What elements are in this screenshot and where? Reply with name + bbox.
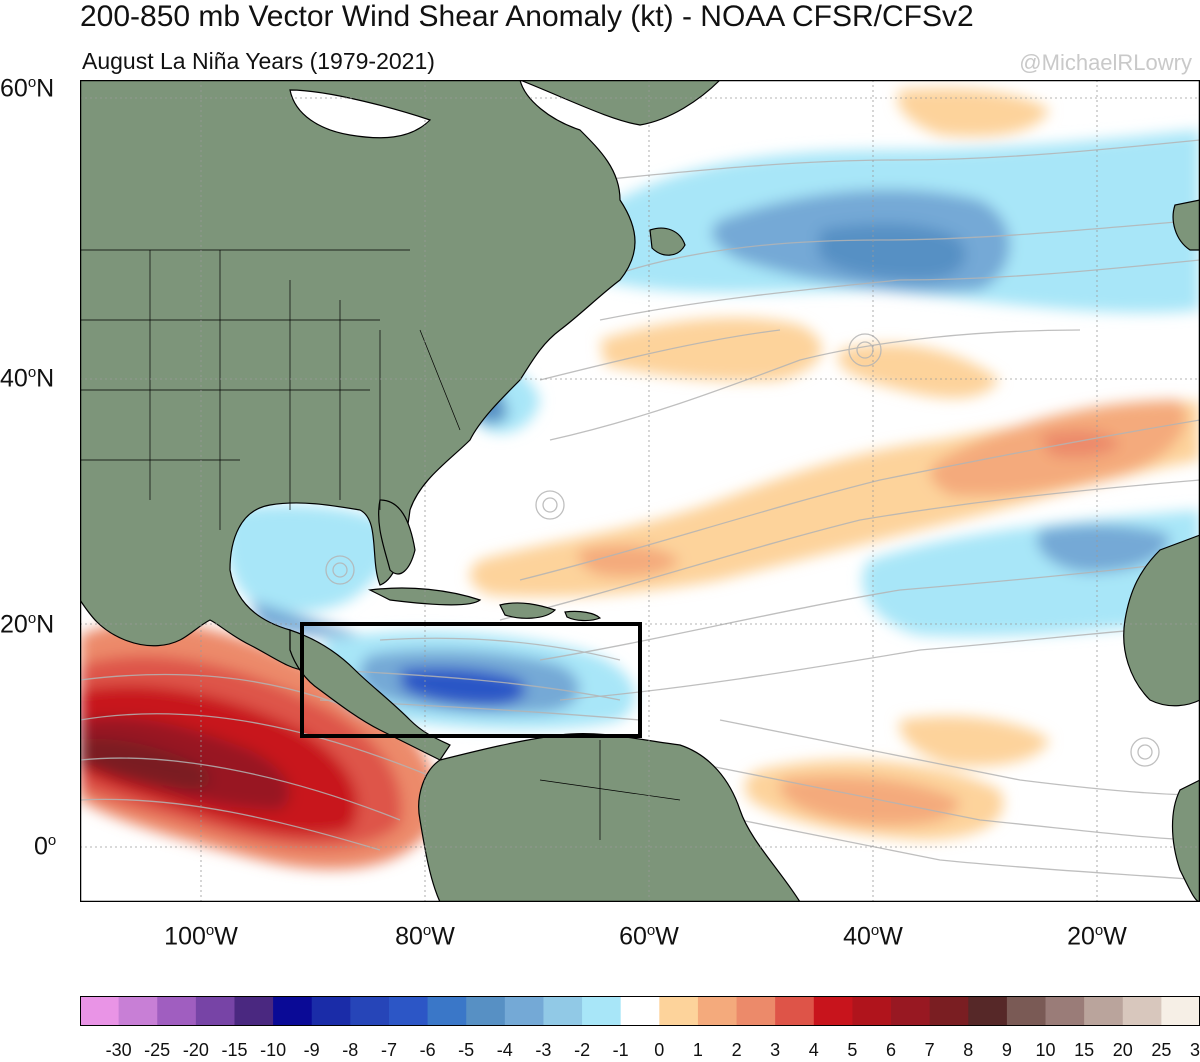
- lon-label-60w: 60oW: [619, 922, 679, 951]
- lat-label-60n: 60oN: [0, 74, 55, 103]
- shear-anomaly-map: [80, 80, 1200, 902]
- colorbar-swatch: [582, 996, 622, 1026]
- colorbar-tick-label: 1: [692, 1040, 703, 1060]
- colorbar-tick-label: 30: [1189, 1040, 1200, 1060]
- colorbar-swatch: [697, 996, 738, 1026]
- lat-label-20n: 20oN: [0, 610, 55, 639]
- colorbar-swatch: [775, 996, 815, 1026]
- colorbar-tick-label: -9: [303, 1040, 320, 1060]
- colorbar-swatch: [891, 996, 931, 1026]
- colorbar-tick-label: -8: [342, 1040, 359, 1060]
- colorbar-tick-label: 10: [1035, 1040, 1056, 1060]
- colorbar-tick-label: 3: [770, 1040, 781, 1060]
- map-subtitle: August La Niña Years (1979-2021): [82, 48, 435, 74]
- colorbar-swatch: [543, 996, 583, 1026]
- colorbar-swatch: [1006, 996, 1047, 1026]
- colorbar-tick-label: -10: [260, 1040, 287, 1060]
- map-title: 200-850 mb Vector Wind Shear Anomaly (kt…: [80, 0, 974, 33]
- colorbar-swatch: [736, 996, 776, 1026]
- colorbar-swatch: [118, 996, 158, 1026]
- colorbar-tick-label: -7: [380, 1040, 398, 1060]
- colorbar-swatch: [273, 996, 313, 1026]
- colorbar-swatch: [620, 996, 660, 1026]
- colorbar-swatch: [1161, 996, 1200, 1026]
- colorbar-swatch: [659, 996, 699, 1026]
- colorbar-swatch: [1084, 996, 1124, 1026]
- lat-label-0: 0o: [34, 832, 57, 861]
- colorbar-swatch: [466, 996, 506, 1026]
- colorbar-swatch: [504, 996, 544, 1026]
- author-credit: @MichaelRLowry: [1019, 50, 1192, 75]
- lon-label-100w: 100oW: [164, 922, 238, 951]
- colorbar-swatch: [195, 996, 235, 1026]
- colorbar-tick-label: 4: [808, 1040, 819, 1060]
- colorbar-swatch: [80, 996, 120, 1026]
- colorbar-tick-label: -30: [105, 1040, 132, 1060]
- colorbar-swatch: [929, 996, 969, 1026]
- colorbar-swatch: [852, 996, 892, 1026]
- colorbar-swatch: [388, 996, 429, 1026]
- colorbar-tick-label: 7: [924, 1040, 935, 1060]
- colorbar-tick-label: -1: [612, 1040, 629, 1060]
- lat-label-40n: 40oN: [0, 364, 55, 393]
- colorbar-tick-label: 6: [885, 1040, 897, 1060]
- graticule: [80, 80, 1200, 902]
- colorbar-swatch: [1045, 996, 1085, 1026]
- colorbar-swatch: [350, 996, 390, 1026]
- colorbar-tick-label: -20: [182, 1040, 209, 1060]
- colorbar-swatch: [1122, 996, 1162, 1026]
- lon-label-20w: 20oW: [1067, 922, 1127, 951]
- colorbar-tick-label: -4: [496, 1040, 513, 1060]
- colorbar-swatch: [234, 996, 274, 1026]
- colorbar-swatch: [427, 996, 467, 1026]
- colorbar-tick-label: 9: [1001, 1040, 1012, 1060]
- colorbar-tick-label: -15: [221, 1040, 248, 1060]
- colorbar-swatch: [157, 996, 197, 1026]
- colorbar-tick-label: -25: [144, 1040, 171, 1060]
- colorbar-tick-label: 20: [1112, 1040, 1133, 1060]
- colorbar-tick-label: -3: [535, 1040, 552, 1060]
- colorbar-tick-label: 15: [1074, 1040, 1095, 1060]
- lon-label-80w: 80oW: [395, 922, 455, 951]
- colorbar: [80, 996, 1200, 1026]
- colorbar-tick-label: 8: [963, 1040, 974, 1060]
- land-masses: [80, 80, 1200, 902]
- political-borders: [80, 249, 681, 840]
- colorbar-tick-label: 2: [731, 1040, 742, 1060]
- colorbar-tick-label: 0: [654, 1040, 665, 1060]
- colorbar-tick-label: -6: [419, 1040, 436, 1060]
- colorbar-swatch: [968, 996, 1008, 1026]
- colorbar-tick-label: 5: [847, 1040, 858, 1060]
- colorbar-swatch: [311, 996, 351, 1026]
- lon-label-40w: 40oW: [843, 922, 903, 951]
- colorbar-tick-label: 25: [1151, 1040, 1172, 1060]
- colorbar-tick-label: -2: [574, 1040, 591, 1060]
- colorbar-swatch: [813, 996, 853, 1026]
- highlight-region-box: [300, 622, 642, 738]
- colorbar-tick-label: -5: [458, 1040, 475, 1060]
